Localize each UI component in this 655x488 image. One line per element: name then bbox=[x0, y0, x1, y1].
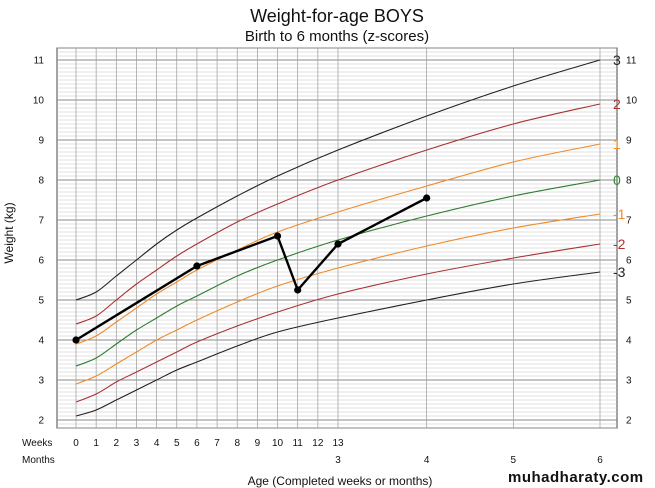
week-tick-label: 6 bbox=[194, 438, 200, 449]
zscore-curve--2 bbox=[75, 243, 601, 403]
week-tick-label: 12 bbox=[312, 438, 324, 449]
week-tick-label: 0 bbox=[73, 438, 79, 449]
week-tick-label: 4 bbox=[154, 438, 160, 449]
y-tick-label-left: 2 bbox=[38, 416, 44, 427]
zscore-label--1: -1 bbox=[613, 206, 626, 222]
months-row-label: Months bbox=[22, 455, 55, 466]
y-tick-label-right: 7 bbox=[626, 216, 632, 227]
measurement-point bbox=[334, 240, 342, 248]
y-tick-label-left: 4 bbox=[38, 336, 44, 347]
week-tick-label: 1 bbox=[93, 438, 99, 449]
zscore-label-0: 0 bbox=[613, 172, 621, 188]
week-tick-label: 5 bbox=[174, 438, 180, 449]
y-tick-label-left: 9 bbox=[38, 136, 44, 147]
zscore-label-2: 2 bbox=[613, 96, 621, 112]
y-tick-label-right: 10 bbox=[626, 96, 638, 107]
y-tick-label-right: 9 bbox=[626, 136, 632, 147]
y-tick-label-right: 6 bbox=[626, 256, 632, 267]
zscore-labels: 3 2 1 0 -1 -2 -3 bbox=[613, 52, 626, 280]
watermark: muhadharaty.com bbox=[508, 469, 644, 486]
week-tick-label: 2 bbox=[114, 438, 120, 449]
month-tick-label: 6 bbox=[597, 455, 603, 466]
y-tick-label-right: 3 bbox=[626, 376, 632, 387]
plot-frame bbox=[56, 47, 618, 429]
week-tick-label: 8 bbox=[234, 438, 240, 449]
zscore-label-1: 1 bbox=[613, 136, 621, 152]
y-tick-label-left: 6 bbox=[38, 256, 44, 267]
y-tick-label-left: 11 bbox=[34, 56, 45, 67]
measurement-point bbox=[72, 336, 80, 344]
zscore-curve-1 bbox=[75, 143, 601, 345]
zscore-curve--1 bbox=[75, 213, 601, 385]
measurement-line bbox=[75, 196, 428, 342]
measurement-point bbox=[294, 286, 302, 294]
zscore-curve-2 bbox=[75, 103, 601, 325]
y-tick-label-left: 8 bbox=[38, 176, 44, 187]
x-axis-ticks: 0 1 2 3 4 5 6 7 8 9 10 11 12 133 4 5 6 bbox=[73, 438, 603, 466]
measurement-point bbox=[423, 194, 431, 202]
chart-subtitle: Birth to 6 months (z-scores) bbox=[245, 28, 429, 45]
y-tick-label-right: 5 bbox=[626, 296, 632, 307]
measurement-series bbox=[72, 194, 431, 344]
y-tick-label-right: 4 bbox=[626, 336, 632, 347]
week-tick-label: 13 bbox=[332, 438, 344, 449]
week-tick-label: 7 bbox=[214, 438, 220, 449]
y-axis-label: Weight (kg) bbox=[2, 202, 16, 263]
month-tick-label: 4 bbox=[424, 455, 430, 466]
week-tick-label: 10 bbox=[272, 438, 284, 449]
zscore-curves bbox=[75, 59, 601, 417]
zscore-curve-0 bbox=[75, 179, 601, 367]
y-tick-label-left: 7 bbox=[38, 216, 44, 227]
y-tick-label-left: 3 bbox=[38, 376, 44, 387]
y-tick-label-left: 10 bbox=[33, 96, 45, 107]
zscore-curve--3 bbox=[75, 271, 601, 417]
y-tick-label-right: 8 bbox=[626, 176, 632, 187]
measurement-point bbox=[273, 232, 282, 240]
zscore-label-3: 3 bbox=[613, 52, 621, 68]
y-tick-label-right: 2 bbox=[626, 416, 632, 427]
week-tick-label: 11 bbox=[292, 438, 303, 449]
chart-grid bbox=[56, 47, 618, 429]
measurement-point bbox=[193, 262, 201, 270]
zscore-label--2: -2 bbox=[613, 236, 626, 252]
zscore-label--3: -3 bbox=[613, 264, 626, 280]
week-tick-label: 3 bbox=[134, 438, 140, 449]
month-tick-label: 5 bbox=[511, 455, 517, 466]
weeks-row-label: Weeks bbox=[22, 438, 52, 449]
y-tick-label-left: 5 bbox=[38, 296, 44, 307]
zscore-curve-3 bbox=[75, 59, 601, 301]
week-tick-label: 9 bbox=[255, 438, 261, 449]
month-tick-label: 3 bbox=[335, 455, 341, 466]
chart-title: Weight-for-age BOYS bbox=[250, 6, 424, 26]
y-tick-label-right: 11 bbox=[626, 56, 637, 67]
x-axis-label: Age (Completed weeks or months) bbox=[248, 474, 433, 488]
